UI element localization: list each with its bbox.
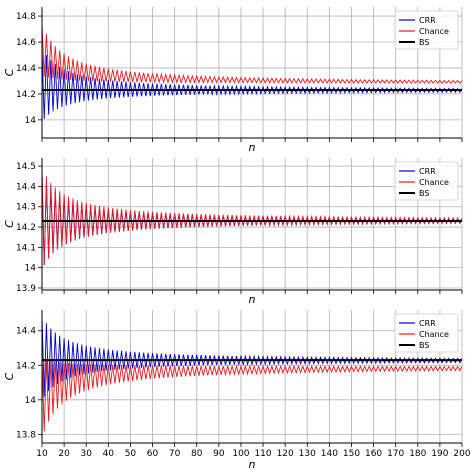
y-tick-label: 14.4 [16, 64, 36, 74]
chart-panel-3: 13.8 14 14.2 14.4 10 20 30 40 50 60 70 80 90 100 110 12… [3, 310, 471, 471]
series-line-chance [42, 23, 462, 85]
x-tick-label: 60 [147, 449, 159, 459]
y-tick-label: 14.2 [16, 223, 36, 233]
x-tick-label: 140 [321, 449, 338, 459]
x-tick-label: 40 [103, 449, 115, 459]
y-axis-label: C [3, 372, 16, 380]
x-tick-label: 170 [387, 449, 404, 459]
y-tick-label: 14.8 [16, 12, 36, 22]
y-tick-label: 14.5 [16, 162, 36, 172]
legend: CRR Chance BS [394, 313, 459, 353]
x-tick-label: 190 [431, 449, 448, 459]
y-tick-label: 14.4 [16, 182, 36, 192]
legend-label-chance: Chance [419, 178, 449, 187]
y-tick-label: 14.2 [16, 90, 36, 100]
x-tick-label: 200 [453, 449, 470, 459]
x-tick-label: 160 [365, 449, 382, 459]
legend-label-crr: CRR [419, 167, 436, 176]
x-tick-label: 100 [232, 449, 249, 459]
y-tick-label: 14 [25, 396, 37, 406]
legend-label-bs: BS [419, 341, 429, 350]
x-axis-label: n [249, 141, 256, 154]
x-tick-label: 90 [213, 449, 225, 459]
x-tick-label: 80 [191, 449, 203, 459]
x-tick-label: 10 [36, 449, 48, 459]
x-tick-label: 70 [169, 449, 181, 459]
legend-label-bs: BS [419, 38, 429, 47]
y-tick-label: 14 [25, 116, 37, 126]
legend-label-bs: BS [419, 189, 429, 198]
legend-label-chance: Chance [419, 27, 449, 36]
x-axis-label: n [249, 458, 256, 471]
series-line-chance [42, 167, 462, 265]
x-tick-label: 130 [299, 449, 316, 459]
y-tick-label: 14.2 [16, 361, 36, 371]
x-axis-label: n [249, 293, 256, 306]
x-tick-label: 180 [409, 449, 426, 459]
x-tick-label: 150 [343, 449, 360, 459]
legend-label-crr: CRR [419, 319, 436, 328]
chart-panel-2: 13.9 14 14.1 14.2 14.3 14.4 14.5 n C CRR Chance BS [3, 158, 463, 306]
y-tick-label: 14.1 [16, 243, 36, 253]
y-tick-label: 14.4 [16, 327, 36, 337]
legend-label-chance: Chance [419, 330, 449, 339]
legend: CRR Chance BS [394, 161, 459, 201]
y-axis-label: C [3, 68, 16, 76]
y-tick-label: 14.3 [16, 203, 36, 213]
x-tick-label: 110 [254, 449, 271, 459]
y-tick-label: 13.8 [16, 430, 36, 440]
y-tick-label: 13.9 [16, 284, 36, 294]
legend: CRR Chance BS [394, 10, 459, 50]
chart-panel-1: 14 14.2 14.4 14.6 14.8 n C CRR Chance BS [3, 7, 463, 154]
x-tick-label: 50 [125, 449, 137, 459]
x-tick-label: 20 [58, 449, 70, 459]
y-tick-label: 14.6 [16, 38, 36, 48]
y-axis-label: C [3, 220, 16, 228]
x-tick-label: 30 [80, 449, 92, 459]
x-tick-label: 120 [277, 449, 294, 459]
y-tick-label: 14 [25, 264, 37, 274]
legend-label-crr: CRR [419, 16, 436, 25]
series-line-chance [42, 358, 462, 432]
